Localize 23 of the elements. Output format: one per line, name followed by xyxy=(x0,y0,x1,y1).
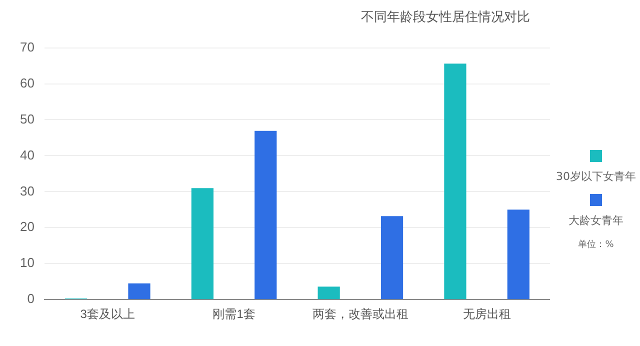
x-tick-label: 3套及以上 xyxy=(80,307,135,322)
y-tick-label: 30 xyxy=(20,183,34,198)
y-tick-label: 0 xyxy=(27,291,34,306)
text: 单位：% xyxy=(577,238,615,251)
y-tick-label: 10 xyxy=(20,255,34,270)
bar xyxy=(191,188,214,300)
x-tick-label: 刚需1套 xyxy=(212,307,256,322)
bar xyxy=(507,210,530,300)
y-tick-label: 20 xyxy=(20,219,34,234)
bar xyxy=(444,64,466,300)
y-tick-label: 60 xyxy=(20,75,34,90)
y-tick-label: 40 xyxy=(20,147,34,162)
x-tick-label: 两套，改善或出租 xyxy=(312,307,408,322)
y-tick-label: 50 xyxy=(20,111,34,126)
x-tick-label: 无房出租 xyxy=(462,307,511,322)
bar xyxy=(380,216,404,300)
bar xyxy=(128,283,150,300)
legend-label: 大龄女青年 xyxy=(568,213,624,228)
chart-title: 不同年龄段女性居住情况对比 xyxy=(361,9,530,26)
bar xyxy=(318,286,340,300)
bar xyxy=(254,130,277,300)
legend-label: 30岁以下女青年 xyxy=(555,169,637,184)
y-tick-label: 70 xyxy=(20,39,34,54)
